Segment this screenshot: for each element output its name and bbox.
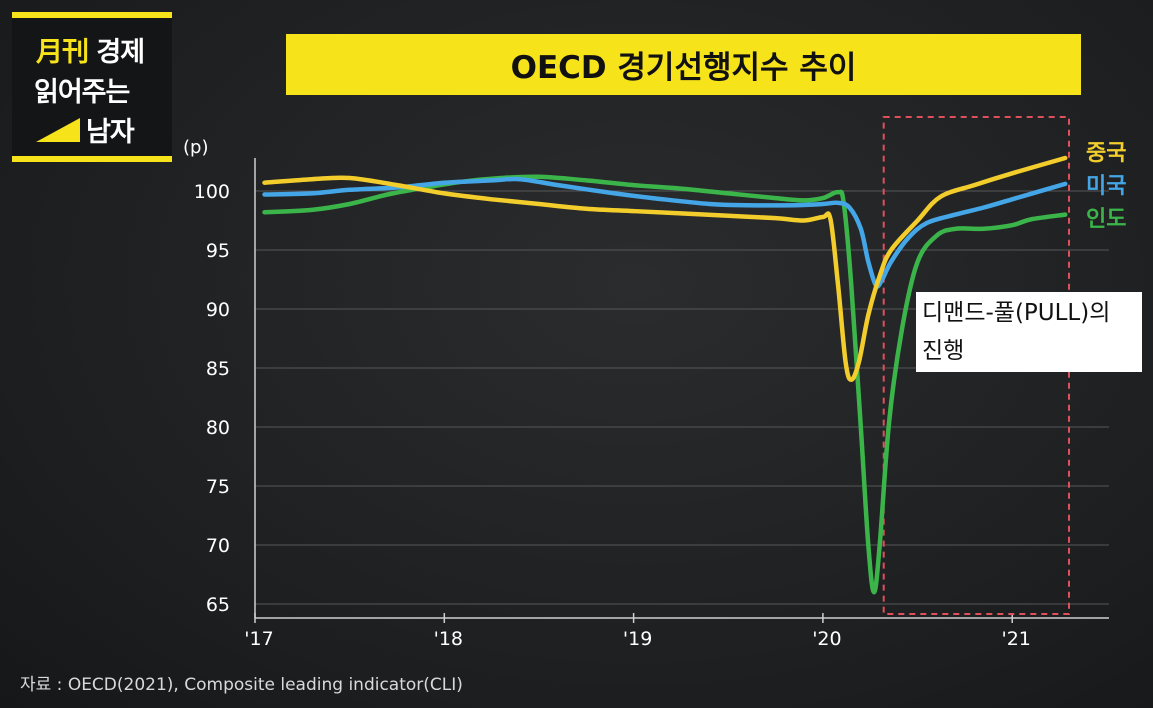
logo-top-bar <box>12 12 172 18</box>
y-tick-label-90: 90 <box>206 299 230 321</box>
logo-text-1: 경제 <box>88 37 145 68</box>
chart-title-banner: OECD 경기선행지수 추이 <box>286 34 1081 95</box>
logo-line-3: 남자 <box>86 117 135 148</box>
annotation-box: 디맨드-풀(PULL)의 진행 <box>916 292 1142 372</box>
y-tick-label-70: 70 <box>206 535 230 557</box>
y-tick-label-100: 100 <box>194 181 230 203</box>
series-line-2 <box>262 174 1068 595</box>
logo-line-2: 읽어주는 <box>34 77 130 108</box>
y-tick-label-85: 85 <box>206 358 230 380</box>
x-tick-label-2019: '19 <box>623 628 652 650</box>
legend-label-2: 인도 <box>1086 207 1126 232</box>
y-tick-label-75: 75 <box>206 476 230 498</box>
y-tick-label-65: 65 <box>206 594 230 616</box>
y-tick-label-80: 80 <box>206 417 230 439</box>
legend-label-0: 중국 <box>1086 141 1126 166</box>
logo-triangle-icon <box>36 118 80 142</box>
channel-logo: 月刊 경제 읽어주는 남자 <box>12 12 172 162</box>
legend-label-1: 미국 <box>1086 174 1126 199</box>
x-tick-label-2018: '18 <box>434 628 463 650</box>
chart-title: OECD 경기선행지수 추이 <box>510 50 857 86</box>
y-tick-label-95: 95 <box>206 240 230 262</box>
logo-line-1: 月刊 경제 <box>36 30 145 69</box>
y-axis-unit: (p) <box>183 137 208 158</box>
annotation-line-1: 디맨드-풀(PULL)의 <box>922 300 1111 326</box>
series-line-0 <box>262 155 1068 383</box>
series-line-1 <box>262 176 1068 289</box>
logo-accent-text: 月刊 <box>36 37 89 68</box>
annotation-line-2: 진행 <box>922 338 965 364</box>
source-note: 자료 : OECD(2021), Composite leading indic… <box>20 675 463 695</box>
x-tick-label-2021: '21 <box>1002 628 1031 650</box>
x-tick-label-2017: '17 <box>244 628 273 650</box>
logo-bottom-bar <box>12 156 172 162</box>
x-tick-label-2020: '20 <box>812 628 841 650</box>
